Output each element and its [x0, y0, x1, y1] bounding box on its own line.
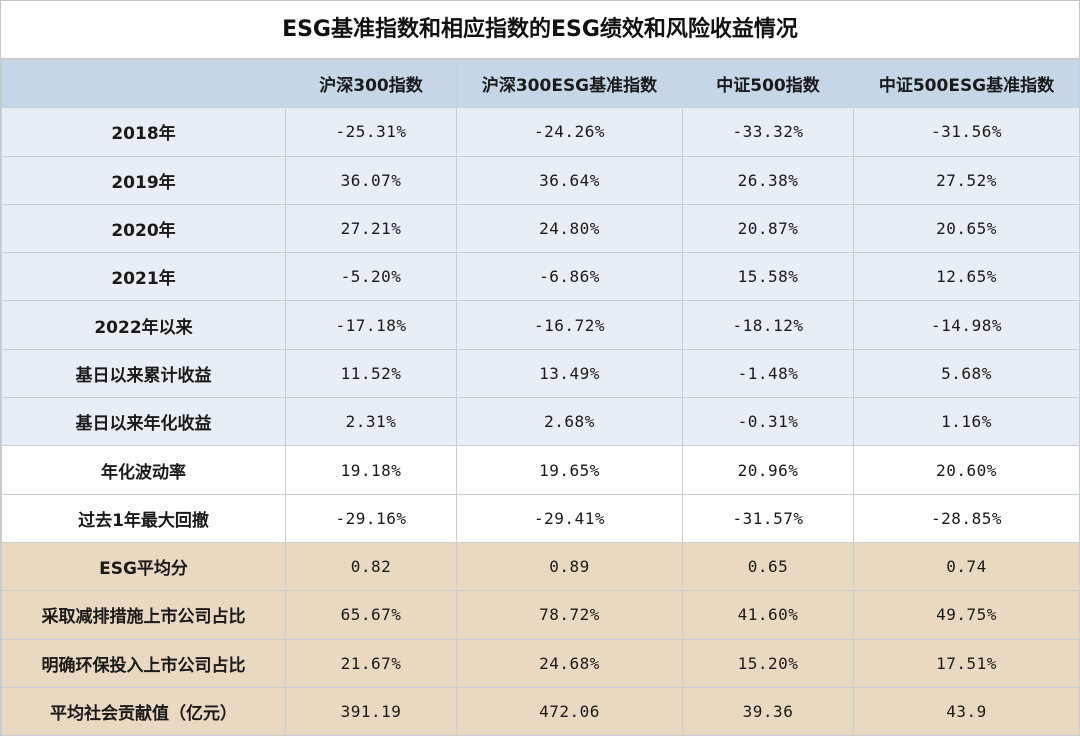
value-cell: 36.07% — [285, 155, 457, 205]
header-hs300-esg: 沪深300ESG基准指数 — [456, 58, 683, 109]
value-cell: 19.65% — [456, 445, 683, 495]
value-cell: 20.87% — [682, 203, 854, 254]
row-label: 基日以来累计收益 — [1, 348, 286, 399]
value-cell: 0.89 — [456, 541, 683, 592]
table-body: 2018年 -25.31% -24.26% -33.32% -31.56% 2019年 36… — [1, 107, 1080, 736]
value-cell: 19.18% — [285, 445, 457, 495]
header-hs300: 沪深300指数 — [285, 58, 457, 109]
value-cell: -28.85% — [853, 493, 1080, 543]
value-cell: -1.48% — [682, 348, 854, 399]
value-cell: -33.32% — [682, 107, 854, 157]
value-cell: -18.12% — [682, 300, 854, 350]
table-row: 2018年 -25.31% -24.26% -33.32% -31.56% — [1, 107, 1080, 157]
value-cell: 12.65% — [853, 252, 1080, 302]
value-cell: 36.64% — [456, 155, 683, 205]
value-cell: 20.60% — [853, 445, 1080, 495]
row-label: 采取减排措施上市公司占比 — [1, 590, 286, 640]
value-cell: 26.38% — [682, 155, 854, 205]
row-label: 基日以来年化收益 — [1, 397, 286, 447]
value-cell: 0.82 — [285, 541, 457, 592]
value-cell: 15.20% — [682, 638, 854, 688]
header-zz500: 中证500指数 — [682, 58, 854, 109]
row-label: 年化波动率 — [1, 445, 286, 495]
value-cell: 24.68% — [456, 638, 683, 688]
value-cell: -31.57% — [682, 493, 854, 543]
value-cell: 2.31% — [285, 397, 457, 447]
value-cell: -29.16% — [285, 493, 457, 543]
value-cell: -5.20% — [285, 252, 457, 302]
table-row: 明确环保投入上市公司占比 21.67% 24.68% 15.20% 17.51% — [1, 638, 1080, 688]
row-label: 2020年 — [1, 203, 286, 254]
value-cell: 17.51% — [853, 638, 1080, 688]
value-cell: 39.36 — [682, 686, 854, 736]
table-row: ESG平均分 0.82 0.89 0.65 0.74 — [1, 541, 1080, 592]
table-row: 过去1年最大回撤 -29.16% -29.41% -31.57% -28.85% — [1, 493, 1080, 543]
row-label: ESG平均分 — [1, 541, 286, 592]
value-cell: 0.74 — [853, 541, 1080, 592]
value-cell: 2.68% — [456, 397, 683, 447]
table-row: 2020年 27.21% 24.80% 20.87% 20.65% — [1, 203, 1080, 254]
table-row: 2019年 36.07% 36.64% 26.38% 27.52% — [1, 155, 1080, 205]
value-cell: 20.65% — [853, 203, 1080, 254]
row-label: 2018年 — [1, 107, 286, 157]
value-cell: -31.56% — [853, 107, 1080, 157]
table-row: 2021年 -5.20% -6.86% 15.58% 12.65% — [1, 252, 1080, 302]
value-cell: 78.72% — [456, 590, 683, 640]
value-cell: 65.67% — [285, 590, 457, 640]
value-cell: 49.75% — [853, 590, 1080, 640]
value-cell: 43.9 — [853, 686, 1080, 736]
row-label: 过去1年最大回撤 — [1, 493, 286, 543]
row-label: 2022年以来 — [1, 300, 286, 350]
value-cell: 20.96% — [682, 445, 854, 495]
value-cell: 21.67% — [285, 638, 457, 688]
value-cell: -14.98% — [853, 300, 1080, 350]
value-cell: 1.16% — [853, 397, 1080, 447]
table-row: 基日以来年化收益 2.31% 2.68% -0.31% 1.16% — [1, 397, 1080, 447]
value-cell: 13.49% — [456, 348, 683, 399]
value-cell: -29.41% — [456, 493, 683, 543]
value-cell: 15.58% — [682, 252, 854, 302]
table-row: 平均社会贡献值（亿元） 391.19 472.06 39.36 43.9 — [1, 686, 1080, 736]
value-cell: 0.65 — [682, 541, 854, 592]
value-cell: 472.06 — [456, 686, 683, 736]
header-row: 沪深300指数 沪深300ESG基准指数 中证500指数 中证500ESG基准指… — [1, 58, 1080, 109]
table-row: 采取减排措施上市公司占比 65.67% 78.72% 41.60% 49.75% — [1, 590, 1080, 640]
row-label: 明确环保投入上市公司占比 — [1, 638, 286, 688]
row-label: 2019年 — [1, 155, 286, 205]
table-row: 基日以来累计收益 11.52% 13.49% -1.48% 5.68% — [1, 348, 1080, 399]
value-cell: 27.21% — [285, 203, 457, 254]
header-corner — [1, 58, 286, 109]
table-title: ESG基准指数和相应指数的ESG绩效和风险收益情况 — [1, 1, 1079, 59]
header-zz500-esg: 中证500ESG基准指数 — [853, 58, 1080, 109]
value-cell: 5.68% — [853, 348, 1080, 399]
value-cell: -17.18% — [285, 300, 457, 350]
row-label: 2021年 — [1, 252, 286, 302]
value-cell: -0.31% — [682, 397, 854, 447]
value-cell: -16.72% — [456, 300, 683, 350]
value-cell: -24.26% — [456, 107, 683, 157]
value-cell: 391.19 — [285, 686, 457, 736]
row-label: 平均社会贡献值（亿元） — [1, 686, 286, 736]
value-cell: 11.52% — [285, 348, 457, 399]
value-cell: 41.60% — [682, 590, 854, 640]
table-row: 2022年以来 -17.18% -16.72% -18.12% -14.98% — [1, 300, 1080, 350]
value-cell: 27.52% — [853, 155, 1080, 205]
value-cell: -25.31% — [285, 107, 457, 157]
value-cell: 24.80% — [456, 203, 683, 254]
esg-table: 沪深300指数 沪深300ESG基准指数 中证500指数 中证500ESG基准指… — [1, 58, 1080, 736]
value-cell: -6.86% — [456, 252, 683, 302]
table-row: 年化波动率 19.18% 19.65% 20.96% 20.60% — [1, 445, 1080, 495]
